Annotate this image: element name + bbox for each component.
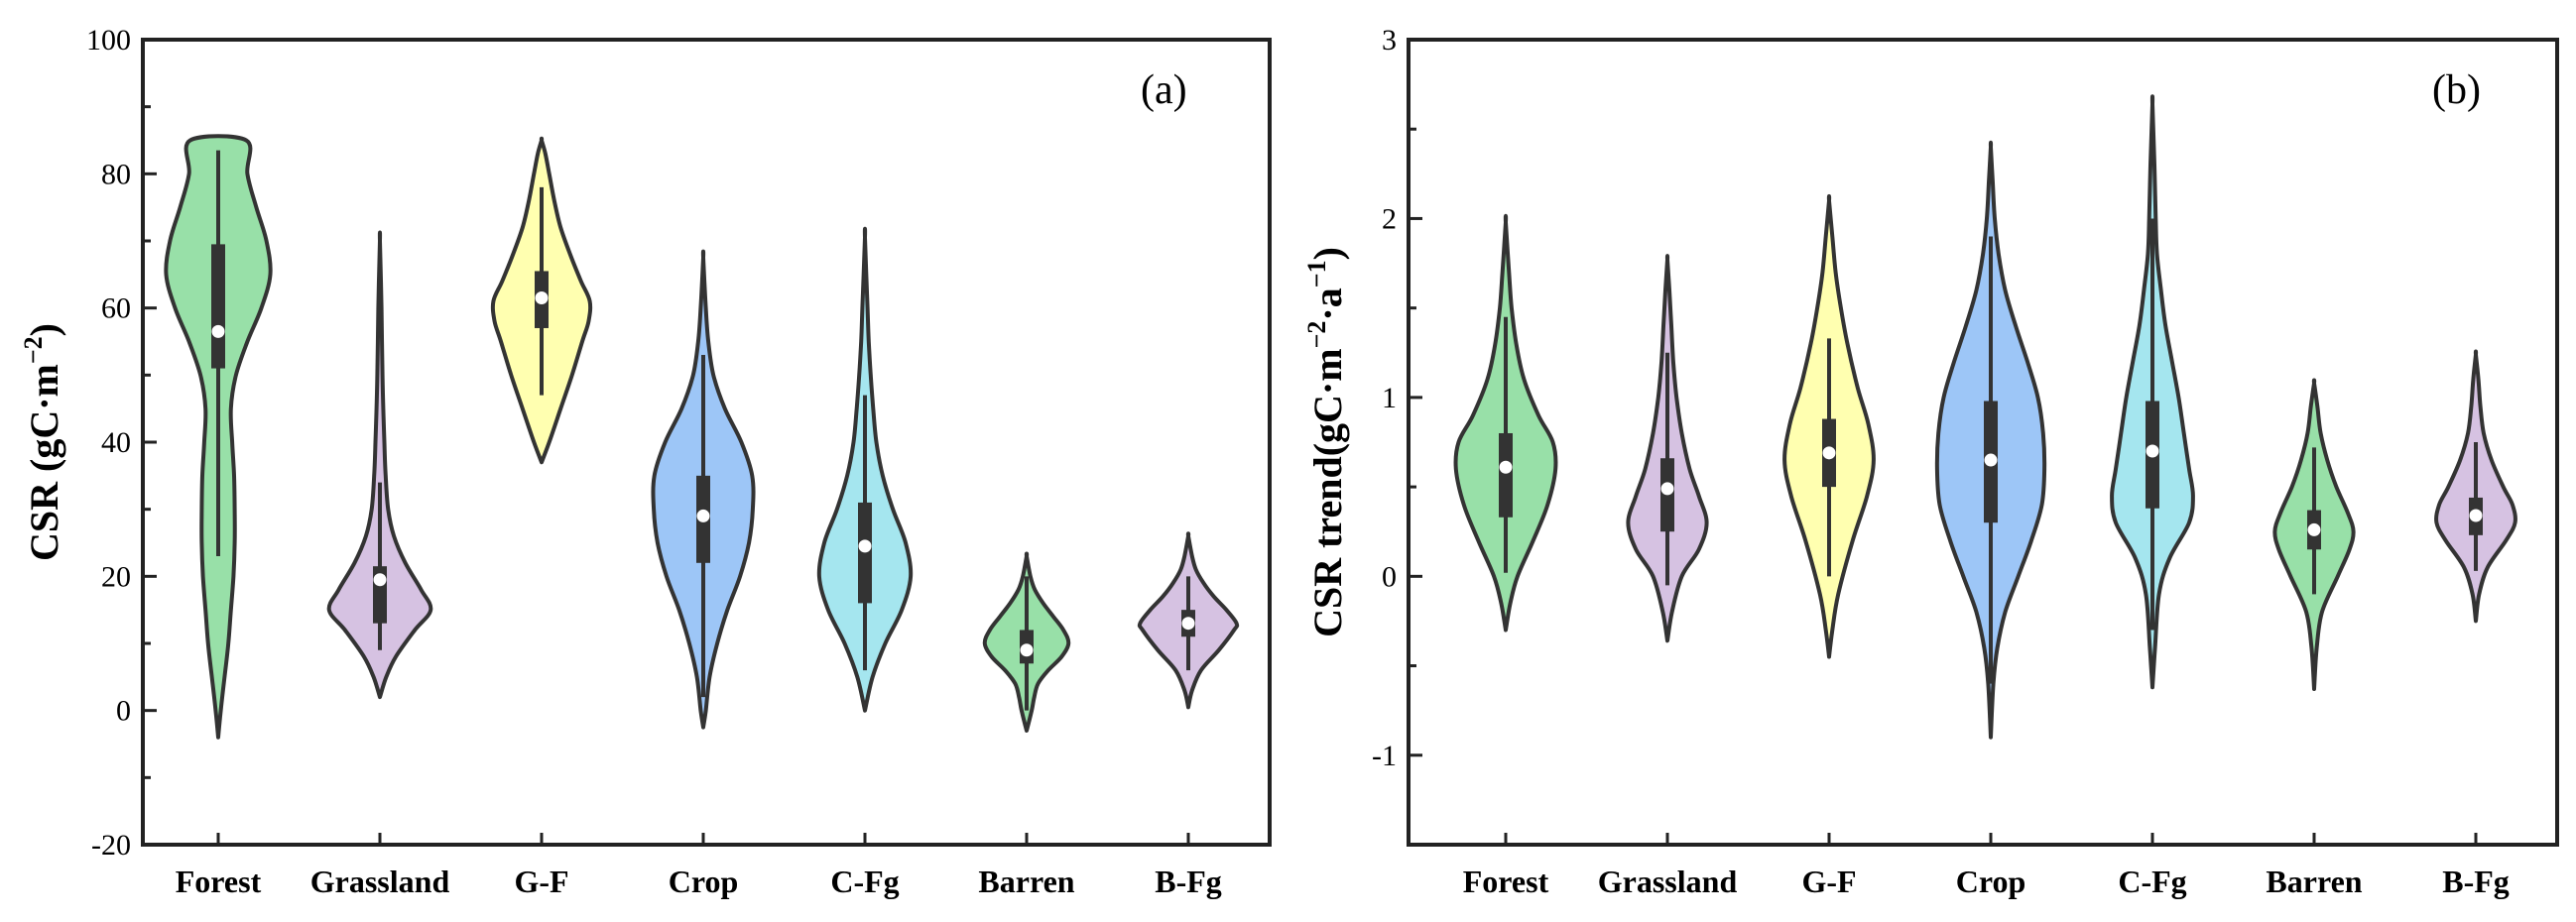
panel-b-y-tick-label: -1 [1372, 740, 1397, 772]
panel-a-x-tick-label: B-Fg [1155, 864, 1222, 899]
panel-b-y-tick-label: 2 [1382, 202, 1397, 235]
panel-a-x-tick-label: G-F [514, 864, 568, 899]
panel-b-frame [1407, 38, 2559, 847]
panel-a-y-title: CSR (gC·m−2) [19, 323, 66, 561]
panel-b-median-dot [2469, 509, 2483, 522]
panel-b-median-dot [1499, 460, 1513, 474]
panel-a-y-tick-label: 40 [101, 426, 131, 459]
panel-a-median-dot [696, 509, 710, 522]
panel-b-y-tick-label: 1 [1382, 382, 1397, 414]
panel-a-iqr-box [858, 502, 872, 604]
panel-b-x-tick-label: Barren [2266, 864, 2362, 899]
panel-a-y-tick-label: 20 [101, 560, 131, 593]
panel-b-iqr-box [1499, 432, 1513, 518]
panel-a-y-tick-label: 100 [86, 24, 131, 57]
panel-a-median-dot [211, 324, 225, 338]
panel-b-x-tick-label: G-F [1801, 864, 1856, 899]
panel-a-x-tick-label: Grassland [310, 864, 450, 899]
panel-a-y-axis: -20 0 20 40 60 80 100 [86, 24, 157, 862]
panel-a-x-axis: Forest Grassland G-F Crop C-Fg Barren B-Fg [176, 833, 1222, 899]
panel-b-x-tick-label: B-Fg [2442, 864, 2510, 899]
panel-a-x-tick-label: Forest [176, 864, 262, 899]
panel-b-x-tick-label: Grassland [1598, 864, 1738, 899]
panel-b-x-tick-label: C-Fg [2118, 864, 2186, 899]
panel-b-violins [1453, 94, 2517, 740]
panel-b-median-dot [1660, 482, 1674, 496]
panel-a-y-tick-label: 80 [101, 158, 131, 190]
panel-a-x-tick-label: Crop [669, 864, 739, 899]
panel-b-y-tick-label: 0 [1382, 560, 1397, 593]
panel-b-median-dot [2307, 522, 2321, 536]
panel-a-median-dot [1020, 643, 1034, 657]
panel-b-median-dot [2146, 444, 2159, 458]
panel-b-median-dot [1984, 453, 1998, 467]
panel-a: -20 0 20 40 60 80 100 Forest Grassland G-F Crop C-… [19, 24, 1272, 899]
panel-a-violin-grassland [326, 230, 433, 700]
panel-b-x-axis: Forest Grassland G-F Crop C-Fg Barren B-Fg [1463, 833, 2510, 899]
panel-a-median-dot [535, 291, 549, 305]
panel-b: -1 0 1 2 3 Forest Grassland G-F Crop C-Fg Barren B… [1302, 24, 2559, 899]
panel-b-y-axis: -1 0 1 2 3 [1372, 24, 1422, 772]
panel-b-label: (b) [2432, 67, 2481, 113]
panel-a-median-dot [1181, 617, 1195, 631]
panel-a-x-tick-label: Barren [978, 864, 1074, 899]
panel-a-y-tick-label: 0 [116, 695, 131, 728]
panel-b-y-tick-label: 3 [1382, 24, 1397, 57]
panel-a-median-dot [858, 539, 872, 553]
panel-b-x-tick-label: Forest [1463, 864, 1549, 899]
panel-a-median-dot [373, 573, 387, 587]
panel-a-y-tick-label: -20 [91, 829, 131, 862]
panel-a-label: (a) [1141, 67, 1187, 113]
panel-a-x-tick-label: C-Fg [830, 864, 899, 899]
panel-a-iqr-box [211, 244, 225, 369]
panel-b-y-title: CSR trend(gC·m−2·a−1) [1302, 247, 1350, 637]
panel-b-x-tick-label: Crop [1956, 864, 2026, 899]
panel-b-median-dot [1822, 446, 1836, 460]
panel-a-violins [164, 134, 1240, 740]
panel-a-y-tick-label: 60 [101, 292, 131, 325]
